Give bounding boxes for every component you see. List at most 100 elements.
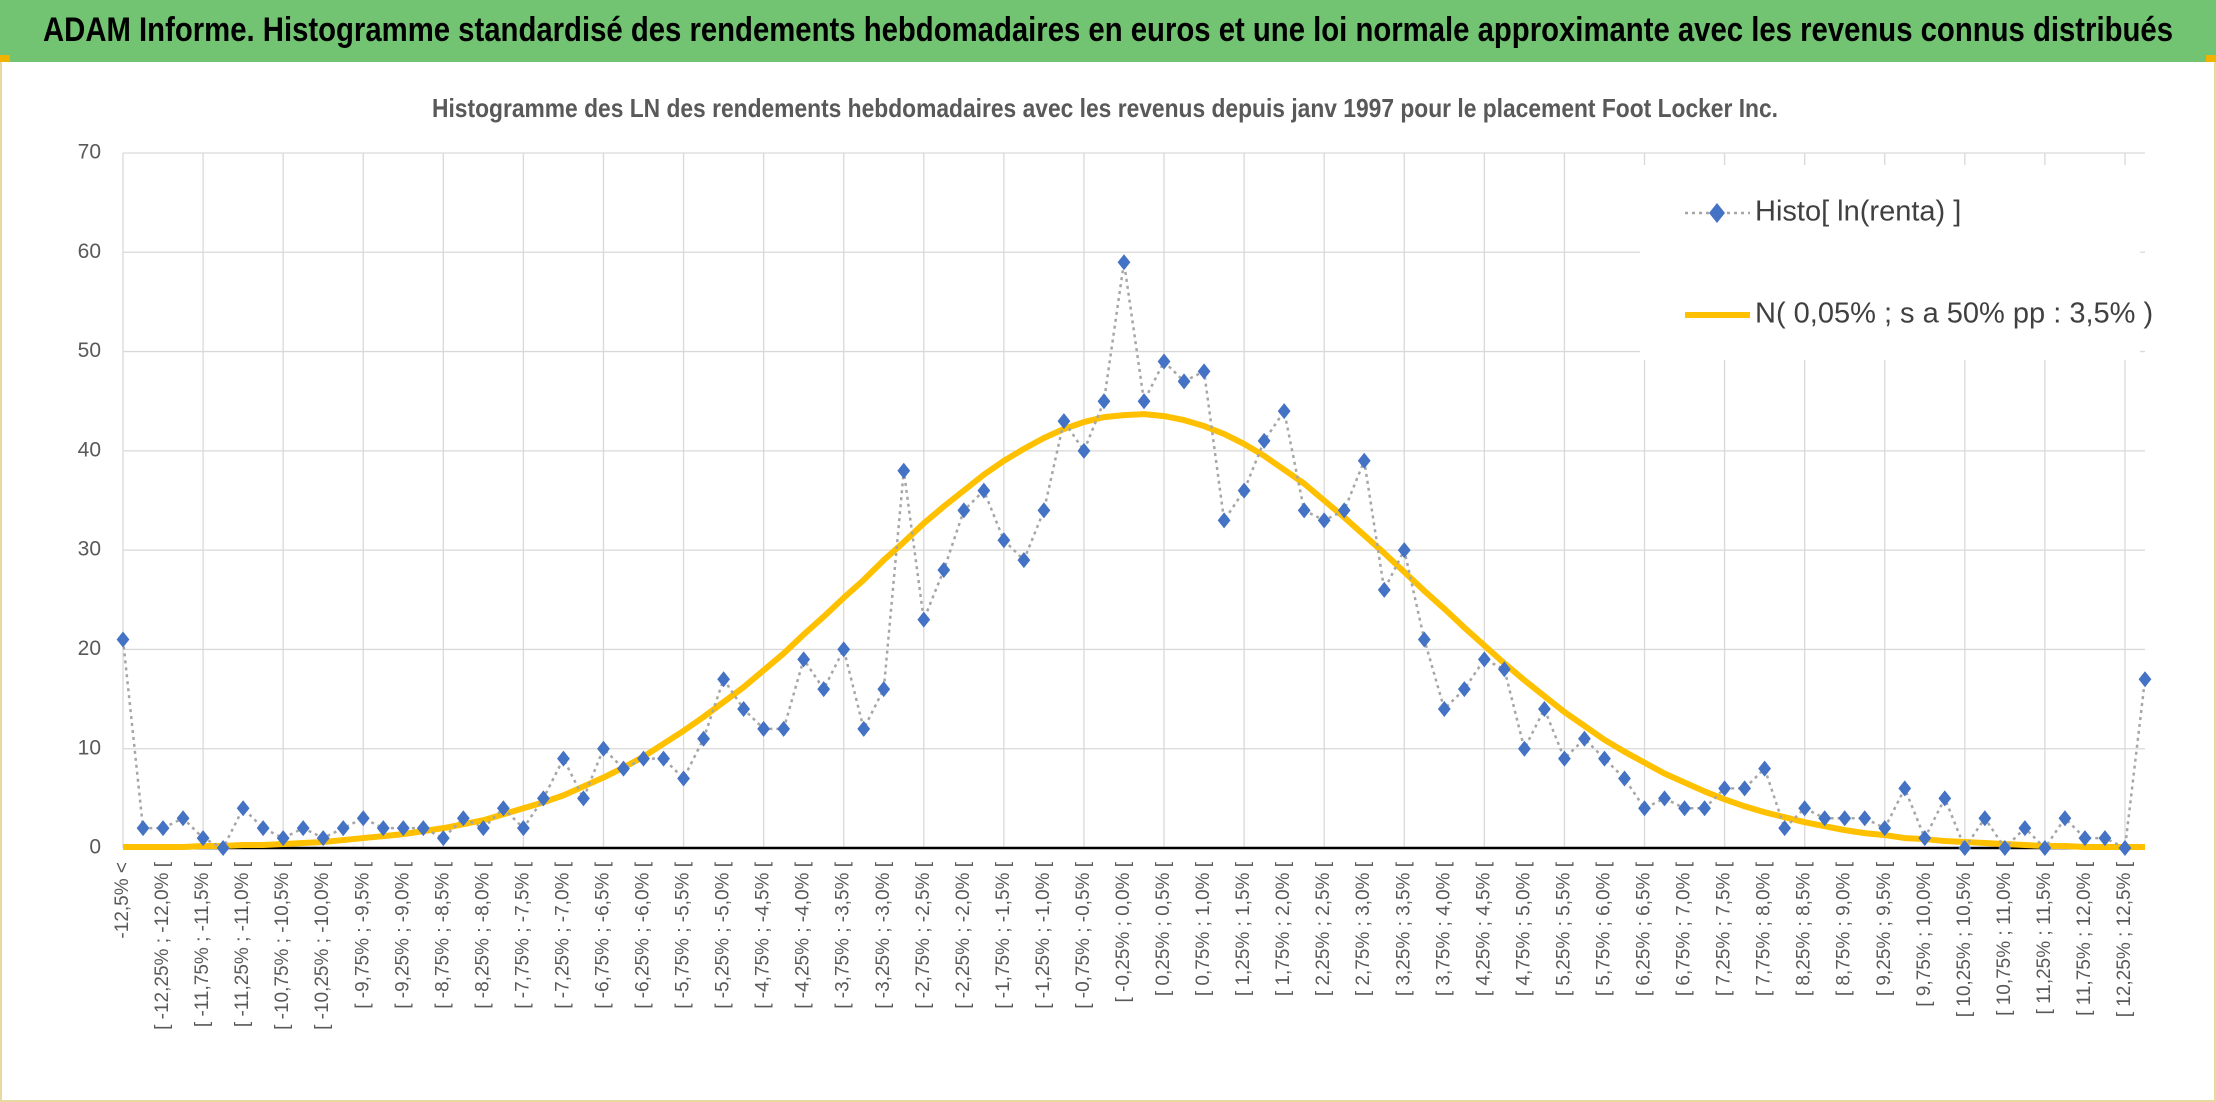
- corner: [0, 55, 10, 62]
- marker: [637, 750, 650, 767]
- marker: [1337, 502, 1351, 519]
- legend-marker: [1709, 203, 1725, 223]
- marker: [1878, 820, 1892, 837]
- marker: [1397, 542, 1411, 559]
- x-tick-label: [ 6,75% ; 7,0% [: [1674, 861, 1695, 996]
- x-tick-label: [ 0,75% ; 1,0% [: [1193, 861, 1214, 996]
- x-tick-label: [ -12,25% ; -12,0% [: [152, 861, 173, 1030]
- marker: [176, 810, 190, 827]
- marker: [1037, 502, 1051, 519]
- marker: [1117, 254, 1131, 271]
- marker: [537, 790, 550, 807]
- marker: [1638, 800, 1651, 817]
- marker: [1598, 750, 1611, 767]
- marker: [456, 810, 470, 827]
- x-tick-label: [ -11,75% ; -11,5% [: [192, 861, 213, 1027]
- x-tick-label: [ -0,75% ; -0,5% [: [1073, 861, 1094, 1009]
- corner: [2206, 55, 2216, 62]
- marker: [597, 740, 610, 757]
- marker: [2078, 830, 2092, 847]
- marker: [797, 651, 811, 668]
- marker: [977, 482, 991, 499]
- marker: [1497, 661, 1511, 678]
- x-tick-label: [ 6,25% ; 6,5% [: [1634, 861, 1655, 996]
- marker: [1257, 432, 1271, 449]
- x-tick-label: [ -1,75% ; -1,5% [: [993, 861, 1014, 1009]
- marker: [216, 840, 230, 856]
- x-tick-label: [ -6,75% ; -6,5% [: [592, 861, 613, 1009]
- marker: [697, 730, 710, 747]
- marker: [1738, 780, 1752, 797]
- marker: [1938, 790, 1952, 807]
- x-tick-label: [ -8,25% ; -8,0% [: [472, 861, 493, 1009]
- x-tick-label: [ 0,25% ; 0,5% [: [1153, 861, 1174, 996]
- x-tick-label: [ 2,75% ; 3,0% [: [1353, 861, 1374, 996]
- marker: [1197, 363, 1211, 380]
- marker: [1157, 353, 1171, 370]
- marker: [356, 810, 370, 827]
- x-tick-label: [ -6,25% ; -6,0% [: [633, 861, 654, 1009]
- marker: [1217, 512, 1231, 529]
- marker: [657, 750, 670, 767]
- marker: [1978, 810, 1992, 827]
- marker: [496, 800, 510, 817]
- marker: [897, 462, 911, 479]
- y-tick-label: 60: [78, 240, 101, 263]
- y-tick-label: 40: [78, 438, 101, 461]
- marker: [677, 770, 690, 787]
- marker: [957, 502, 971, 519]
- marker: [1237, 482, 1251, 499]
- x-tick-label: [ -8,75% ; -8,5% [: [432, 861, 453, 1009]
- x-tick-label: [ 9,25% ; 9,5% [: [1874, 861, 1895, 996]
- marker: [1317, 512, 1331, 529]
- x-tick-label: [ -3,25% ; -3,0% [: [873, 861, 894, 1009]
- x-tick-label: [ -5,25% ; -5,0% [: [713, 861, 734, 1009]
- marker: [1718, 780, 1731, 797]
- x-tick-label: [ -2,25% ; -2,0% [: [953, 861, 974, 1009]
- y-tick-label: 10: [78, 736, 101, 759]
- x-tick-label: [ 5,25% ; 5,5% [: [1553, 861, 1574, 996]
- marker: [2138, 671, 2152, 688]
- marker: [557, 750, 570, 767]
- x-tick-label: [ -5,75% ; -5,5% [: [673, 861, 694, 1009]
- x-tick-label: [ -4,25% ; -4,0% [: [793, 861, 814, 1009]
- marker: [136, 820, 150, 837]
- marker: [1057, 413, 1071, 430]
- marker: [917, 611, 931, 628]
- marker: [436, 830, 450, 847]
- banner: [0, 0, 2216, 62]
- marker: [1958, 840, 1972, 856]
- marker: [1698, 800, 1711, 817]
- marker: [1017, 552, 1031, 569]
- x-tick-label: [ 12,25% ; 12,5% [: [2114, 861, 2135, 1017]
- x-tick-label: [ 3,25% ; 3,5% [: [1393, 861, 1414, 996]
- marker: [1898, 780, 1912, 797]
- marker: [1477, 651, 1491, 668]
- marker: [1377, 581, 1391, 598]
- marker: [476, 820, 490, 837]
- marker: [717, 671, 730, 688]
- marker: [937, 562, 951, 578]
- marker: [857, 720, 871, 737]
- marker: [256, 820, 270, 837]
- x-tick-label: [ -1,25% ; -1,0% [: [1033, 861, 1054, 1009]
- y-tick-label: 70: [78, 141, 101, 164]
- legend-box: [1640, 165, 2140, 360]
- marker: [1618, 770, 1631, 787]
- x-tick-label: [ 10,25% ; 10,5% [: [1954, 861, 1975, 1017]
- marker: [1578, 730, 1591, 747]
- marker: [877, 681, 891, 698]
- x-tick-label: [ 7,25% ; 7,5% [: [1714, 861, 1735, 996]
- marker: [997, 532, 1011, 549]
- x-tick-label: [ 7,75% ; 8,0% [: [1754, 861, 1775, 996]
- y-tick-label: 20: [78, 637, 101, 660]
- marker: [2018, 820, 2032, 837]
- x-tick-label: [ -9,25% ; -9,0% [: [392, 861, 413, 1009]
- x-tick-label: [ -10,75% ; -10,5% [: [272, 861, 293, 1030]
- legend-label: Histo[ ln(renta) ]: [1755, 196, 1961, 228]
- marker: [757, 720, 771, 737]
- marker: [737, 701, 751, 717]
- marker: [1077, 442, 1091, 459]
- x-tick-label: [ 3,75% ; 4,0% [: [1433, 861, 1454, 996]
